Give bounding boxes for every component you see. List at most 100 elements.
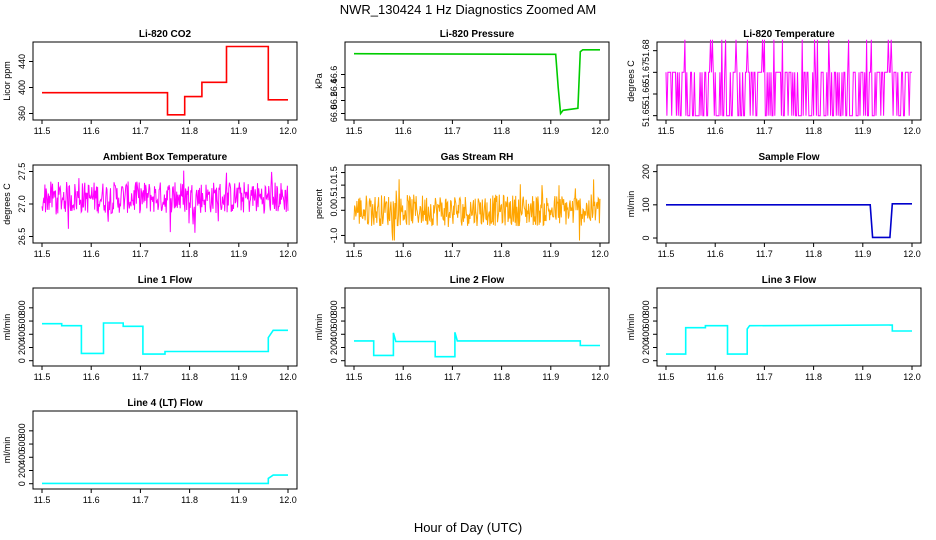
y-tick-label: 360	[17, 106, 27, 121]
panel-7: Line 1 Flow ml/min 11.5 11.6 11.7 11.8 11.9 12.…	[2, 275, 298, 382]
x-tick-label: 11.8	[805, 372, 822, 382]
panel-title: Sample Flow	[758, 152, 819, 163]
y-axis-label: ml/min	[2, 437, 12, 464]
panel-title: Line 3 Flow	[762, 275, 817, 286]
plot-frame	[656, 287, 922, 367]
y-tick-label: 51.65	[641, 104, 651, 127]
y-tick-label: 600	[329, 314, 339, 329]
x-tick-label: 11.9	[854, 372, 871, 382]
y-tick-label: 0	[641, 358, 651, 363]
data-series-line	[42, 474, 288, 485]
data-series-line	[353, 48, 600, 116]
panel-title: Li-820 Temperature	[743, 29, 835, 40]
data-series-line	[665, 39, 912, 117]
x-tick-label: 11.9	[230, 249, 247, 259]
data-series-line	[42, 322, 288, 355]
x-tick-label: 11.8	[181, 495, 198, 505]
x-tick-label: 11.6	[707, 249, 724, 259]
x-tick-label: 11.7	[756, 372, 773, 382]
y-tick-label: 51.68	[641, 39, 651, 62]
panel-1: Li-820 CO2 Licor ppm 11.5 11.6 11.7 11.8 11.9 1…	[2, 29, 298, 136]
x-tick-label: 11.9	[854, 249, 871, 259]
plot-frame	[344, 287, 610, 367]
y-tick-label: 800	[641, 300, 651, 315]
x-tick-label: 11.6	[707, 372, 724, 382]
y-tick-label: 440	[17, 54, 27, 69]
y-tick-label: 200	[641, 164, 651, 179]
x-tick-label: 11.8	[805, 126, 822, 136]
y-axis-label: ml/min	[626, 314, 636, 341]
y-tick-label: 200	[17, 340, 27, 355]
x-tick-label: 12.0	[279, 126, 297, 136]
panels-container: Li-820 CO2 Licor ppm 11.5 11.6 11.7 11.8 11.9 1…	[2, 29, 922, 505]
panel-10: Line 4 (LT) Flow ml/min 11.5 11.6 11.7 11.8 11…	[2, 398, 298, 505]
x-tick-label: 11.9	[542, 249, 559, 259]
x-tick-label: 11.9	[542, 372, 559, 382]
y-tick-label: 51.66	[641, 83, 651, 106]
y-tick-label: 800	[17, 423, 27, 438]
y-tick-label: 66.2	[329, 92, 339, 110]
x-tick-label: 11.8	[181, 126, 198, 136]
y-tick-label: 27.5	[17, 163, 27, 181]
x-tick-label: 11.5	[346, 249, 363, 259]
y-tick-label: 26.5	[17, 228, 27, 246]
y-tick-label: 400	[17, 450, 27, 465]
y-tick-label: 0	[329, 358, 339, 363]
data-series-line	[354, 332, 600, 358]
y-tick-label: 27.0	[17, 195, 27, 213]
x-tick-label: 11.9	[230, 495, 247, 505]
x-tick-label: 11.6	[83, 126, 100, 136]
y-tick-label: 66.4	[329, 79, 339, 97]
x-tick-label: 12.0	[279, 372, 297, 382]
y-tick-label: 0	[17, 481, 27, 486]
panel-title: Line 1 Flow	[138, 275, 193, 286]
x-tick-label: 11.9	[854, 126, 871, 136]
x-tick-label: 12.0	[903, 126, 921, 136]
y-tick-label: 800	[17, 300, 27, 315]
x-tick-label: 11.9	[230, 372, 247, 382]
x-tick-label: 11.5	[658, 372, 675, 382]
panel-title: Li-820 CO2	[139, 29, 192, 40]
x-tick-label: 11.8	[181, 249, 198, 259]
data-series-line	[42, 45, 288, 116]
x-tick-label: 11.5	[346, 126, 363, 136]
x-tick-label: 11.7	[132, 249, 149, 259]
figure-title: NWR_130424 1 Hz Diagnostics Zoomed AM	[340, 2, 597, 17]
panel-5: Gas Stream RH percent 11.5 11.6 11.7 11.8 11.9…	[314, 152, 610, 259]
y-tick-label: 400	[17, 327, 27, 342]
x-tick-label: 11.8	[493, 249, 510, 259]
panel-8: Line 2 Flow ml/min 11.5 11.6 11.7 11.8 11.9 12.…	[314, 275, 610, 382]
panel-title: Gas Stream RH	[441, 152, 514, 163]
y-tick-label: 100	[641, 197, 651, 212]
x-tick-label: 11.7	[444, 249, 461, 259]
x-tick-label: 11.8	[181, 372, 198, 382]
plot-frame	[344, 41, 610, 121]
x-tick-label: 11.6	[83, 495, 100, 505]
plot-frame	[656, 41, 922, 121]
panel-title: Li-820 Pressure	[440, 29, 515, 40]
x-tick-label: 11.5	[34, 249, 51, 259]
data-series-line	[666, 203, 912, 239]
y-tick-label: 200	[329, 340, 339, 355]
x-tick-label: 12.0	[279, 495, 297, 505]
x-tick-label: 12.0	[903, 372, 921, 382]
x-tick-label: 12.0	[591, 126, 609, 136]
x-tick-label: 11.5	[34, 372, 51, 382]
y-axis-label: kPa	[314, 73, 324, 89]
x-tick-label: 11.5	[658, 249, 675, 259]
panel-title: Line 2 Flow	[450, 275, 505, 286]
y-tick-label: 600	[17, 437, 27, 452]
y-tick-label: 0.0	[329, 204, 339, 217]
x-tick-label: 12.0	[591, 372, 609, 382]
panel-2: Li-820 Pressure kPa 11.5 11.6 11.7 11.8 11.9 12…	[314, 29, 610, 136]
y-axis-label: ml/min	[626, 191, 636, 218]
x-tick-label: 11.7	[756, 249, 773, 259]
plot-frame	[32, 41, 298, 121]
y-tick-label: 1.5	[329, 166, 339, 179]
y-tick-label: 600	[17, 314, 27, 329]
x-tick-label: 11.9	[230, 126, 247, 136]
x-tick-label: 11.5	[34, 126, 51, 136]
x-tick-label: 12.0	[279, 249, 297, 259]
y-tick-label: 51.67	[641, 61, 651, 84]
x-tick-label: 11.6	[395, 372, 412, 382]
